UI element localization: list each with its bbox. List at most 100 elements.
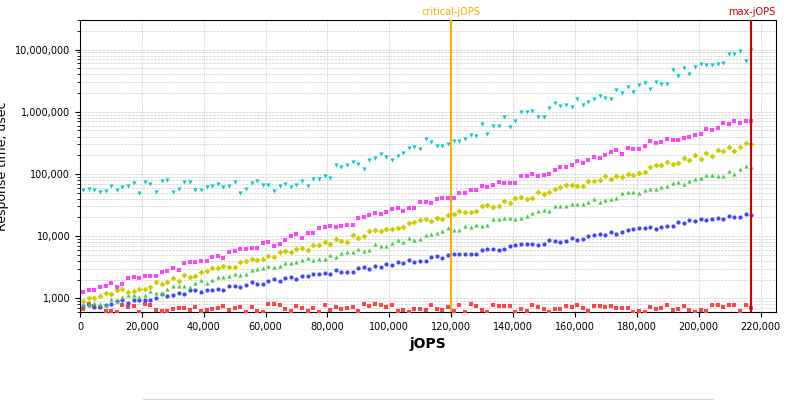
Point xyxy=(706,127,718,134)
Point xyxy=(318,239,331,246)
Point xyxy=(492,303,505,310)
Point xyxy=(127,303,140,310)
Point xyxy=(183,274,196,280)
Point xyxy=(285,308,298,314)
Point xyxy=(622,170,634,177)
Point xyxy=(77,303,90,309)
Point xyxy=(700,149,713,156)
Point xyxy=(330,267,342,274)
Point xyxy=(638,80,651,86)
Point xyxy=(531,114,544,120)
Point xyxy=(206,182,218,189)
Point xyxy=(430,196,443,202)
Point xyxy=(285,260,298,266)
Point xyxy=(594,155,606,161)
Point xyxy=(644,186,657,192)
Point xyxy=(245,304,258,310)
Point xyxy=(633,224,646,231)
Point xyxy=(481,246,494,252)
Point xyxy=(222,183,235,189)
Point xyxy=(150,307,162,314)
Point xyxy=(470,251,482,257)
Point xyxy=(211,264,224,271)
Point xyxy=(122,292,134,299)
Point xyxy=(313,255,326,262)
Point xyxy=(503,200,516,206)
Point xyxy=(588,95,601,102)
Point xyxy=(166,189,179,196)
Point xyxy=(262,263,274,270)
Point xyxy=(498,303,510,309)
Point xyxy=(453,207,466,214)
Point xyxy=(122,288,134,295)
Point xyxy=(458,135,471,142)
Point xyxy=(211,253,224,259)
Point xyxy=(239,271,252,278)
Point xyxy=(734,166,746,172)
Point xyxy=(520,308,533,314)
Point xyxy=(391,205,404,211)
Point xyxy=(622,84,634,90)
Point xyxy=(447,211,460,218)
Point xyxy=(358,165,370,172)
Point xyxy=(279,237,292,244)
Point xyxy=(509,216,522,222)
Point xyxy=(582,308,595,314)
Point xyxy=(296,257,309,263)
Point xyxy=(672,137,685,143)
Point xyxy=(582,98,595,105)
Legend: min, median, 90-th percentile, 95-th percentile, 99-th percentile, max: min, median, 90-th percentile, 95-th per… xyxy=(142,398,714,400)
Point xyxy=(228,283,241,289)
Point xyxy=(116,280,129,287)
Point xyxy=(565,104,578,110)
Point xyxy=(150,189,162,195)
Point xyxy=(622,189,634,196)
Point xyxy=(318,256,331,262)
Point xyxy=(127,180,140,186)
Point xyxy=(734,120,746,126)
Point xyxy=(683,157,696,164)
Point xyxy=(211,181,224,187)
Point xyxy=(599,152,612,158)
Point xyxy=(138,297,151,303)
Point xyxy=(650,226,662,232)
Point xyxy=(616,174,629,181)
Point xyxy=(526,240,538,247)
Point xyxy=(94,284,106,290)
Point xyxy=(722,121,735,127)
Point xyxy=(183,284,196,290)
Point xyxy=(655,162,668,168)
Point xyxy=(200,258,213,265)
Point xyxy=(133,286,146,293)
Point xyxy=(717,60,730,66)
Point xyxy=(565,162,578,168)
Point xyxy=(369,155,382,161)
Point xyxy=(150,272,162,279)
Point xyxy=(475,183,488,189)
Point xyxy=(655,139,668,146)
Point xyxy=(110,284,123,290)
Point xyxy=(285,233,298,240)
Point xyxy=(588,232,601,238)
Point xyxy=(442,225,454,232)
Point xyxy=(133,309,146,315)
Point xyxy=(548,100,561,106)
Point xyxy=(267,242,280,249)
Point xyxy=(369,241,382,248)
Point xyxy=(577,183,590,189)
Point xyxy=(570,201,583,208)
Point xyxy=(374,227,387,234)
Point xyxy=(537,114,550,120)
Point xyxy=(594,199,606,205)
Point xyxy=(666,160,679,167)
Point xyxy=(324,252,337,258)
Point xyxy=(267,264,280,270)
Point xyxy=(374,302,387,308)
Point xyxy=(318,224,331,230)
Point xyxy=(155,178,168,184)
Point xyxy=(605,176,618,183)
Point xyxy=(144,273,157,280)
Point xyxy=(633,308,646,314)
Point xyxy=(542,237,555,243)
Point xyxy=(110,298,123,304)
